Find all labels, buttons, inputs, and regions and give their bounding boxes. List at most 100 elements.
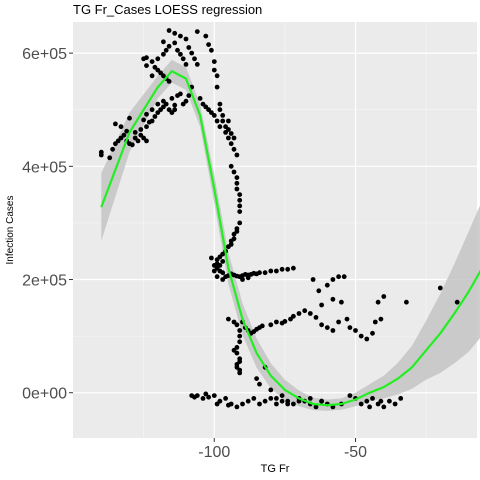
data-point bbox=[118, 124, 124, 130]
data-point bbox=[234, 322, 240, 328]
data-point bbox=[226, 244, 231, 250]
data-point bbox=[186, 93, 192, 98]
data-point bbox=[378, 316, 384, 322]
data-point bbox=[370, 330, 375, 336]
data-point bbox=[398, 396, 404, 401]
chart-title: TG Fr_Cases LOESS regression bbox=[73, 2, 263, 17]
data-point bbox=[251, 396, 257, 401]
data-point bbox=[135, 138, 141, 144]
data-point bbox=[257, 381, 262, 387]
data-point bbox=[454, 299, 460, 305]
data-point bbox=[324, 282, 330, 288]
x-tick-label: -100 bbox=[198, 444, 230, 461]
data-point bbox=[149, 107, 155, 113]
data-point bbox=[220, 259, 226, 264]
data-point bbox=[285, 266, 291, 272]
data-point bbox=[336, 319, 341, 325]
data-point bbox=[178, 33, 183, 39]
data-point bbox=[282, 319, 288, 324]
data-point bbox=[209, 255, 214, 261]
data-point bbox=[220, 113, 226, 118]
data-point bbox=[291, 401, 296, 407]
data-point bbox=[183, 62, 189, 67]
data-point bbox=[152, 114, 158, 119]
data-point bbox=[259, 323, 265, 329]
data-point bbox=[211, 113, 217, 118]
data-point bbox=[144, 55, 149, 61]
data-point bbox=[231, 146, 237, 152]
data-point bbox=[186, 45, 192, 50]
data-point bbox=[237, 333, 243, 339]
data-point bbox=[234, 152, 240, 158]
data-point bbox=[296, 311, 302, 316]
data-point bbox=[234, 180, 240, 186]
data-point bbox=[358, 333, 364, 339]
data-point bbox=[192, 394, 197, 400]
data-point bbox=[203, 33, 209, 39]
data-point bbox=[336, 274, 341, 280]
loess-fit-line bbox=[100, 70, 480, 407]
data-point bbox=[149, 118, 155, 124]
data-point bbox=[237, 209, 243, 215]
data-point bbox=[228, 131, 234, 136]
data-point bbox=[257, 270, 262, 276]
data-point bbox=[330, 296, 336, 302]
data-point bbox=[307, 396, 313, 401]
data-point bbox=[364, 398, 370, 404]
data-point bbox=[274, 401, 279, 407]
data-point bbox=[144, 63, 149, 68]
data-point bbox=[285, 401, 291, 407]
data-point bbox=[172, 40, 178, 46]
data-point bbox=[217, 107, 223, 113]
data-point bbox=[124, 128, 130, 134]
data-point bbox=[378, 398, 384, 404]
data-point bbox=[98, 152, 104, 158]
data-point bbox=[237, 197, 243, 203]
data-point bbox=[197, 96, 203, 101]
data-point bbox=[237, 339, 243, 345]
data-point bbox=[257, 401, 262, 407]
data-point bbox=[228, 141, 234, 147]
data-point bbox=[194, 29, 200, 34]
data-point bbox=[206, 394, 212, 400]
y-tick-label: 2e+05 bbox=[22, 273, 67, 290]
data-point bbox=[141, 117, 147, 123]
data-point bbox=[183, 36, 189, 42]
data-point bbox=[214, 274, 220, 280]
data-point bbox=[203, 391, 209, 397]
data-point bbox=[404, 299, 409, 305]
data-point bbox=[172, 107, 178, 113]
data-point bbox=[381, 294, 387, 299]
data-point bbox=[220, 270, 226, 276]
data-point bbox=[113, 121, 118, 127]
data-point bbox=[262, 398, 268, 404]
data-point bbox=[237, 370, 243, 376]
data-point bbox=[200, 396, 206, 401]
data-point bbox=[387, 398, 392, 404]
data-point bbox=[223, 130, 229, 135]
data-point bbox=[330, 277, 336, 282]
data-point bbox=[214, 73, 220, 79]
data-point bbox=[313, 315, 319, 320]
x-axis-title: TG Fr bbox=[261, 463, 290, 475]
data-point bbox=[211, 59, 217, 64]
data-point bbox=[107, 155, 113, 161]
data-point bbox=[214, 118, 220, 124]
data-point bbox=[161, 51, 166, 57]
data-point bbox=[166, 43, 172, 49]
data-point bbox=[132, 130, 138, 135]
data-point bbox=[375, 299, 381, 305]
data-point bbox=[217, 263, 223, 268]
data-point bbox=[344, 316, 350, 322]
data-point bbox=[291, 313, 296, 319]
data-point bbox=[234, 345, 240, 350]
data-point bbox=[231, 135, 237, 141]
y-tick-label: 6e+05 bbox=[22, 46, 67, 63]
data-point bbox=[274, 268, 279, 274]
data-point bbox=[279, 266, 285, 272]
data-point bbox=[110, 146, 115, 152]
data-point bbox=[347, 393, 353, 398]
data-point bbox=[155, 56, 161, 62]
data-point bbox=[161, 39, 166, 45]
